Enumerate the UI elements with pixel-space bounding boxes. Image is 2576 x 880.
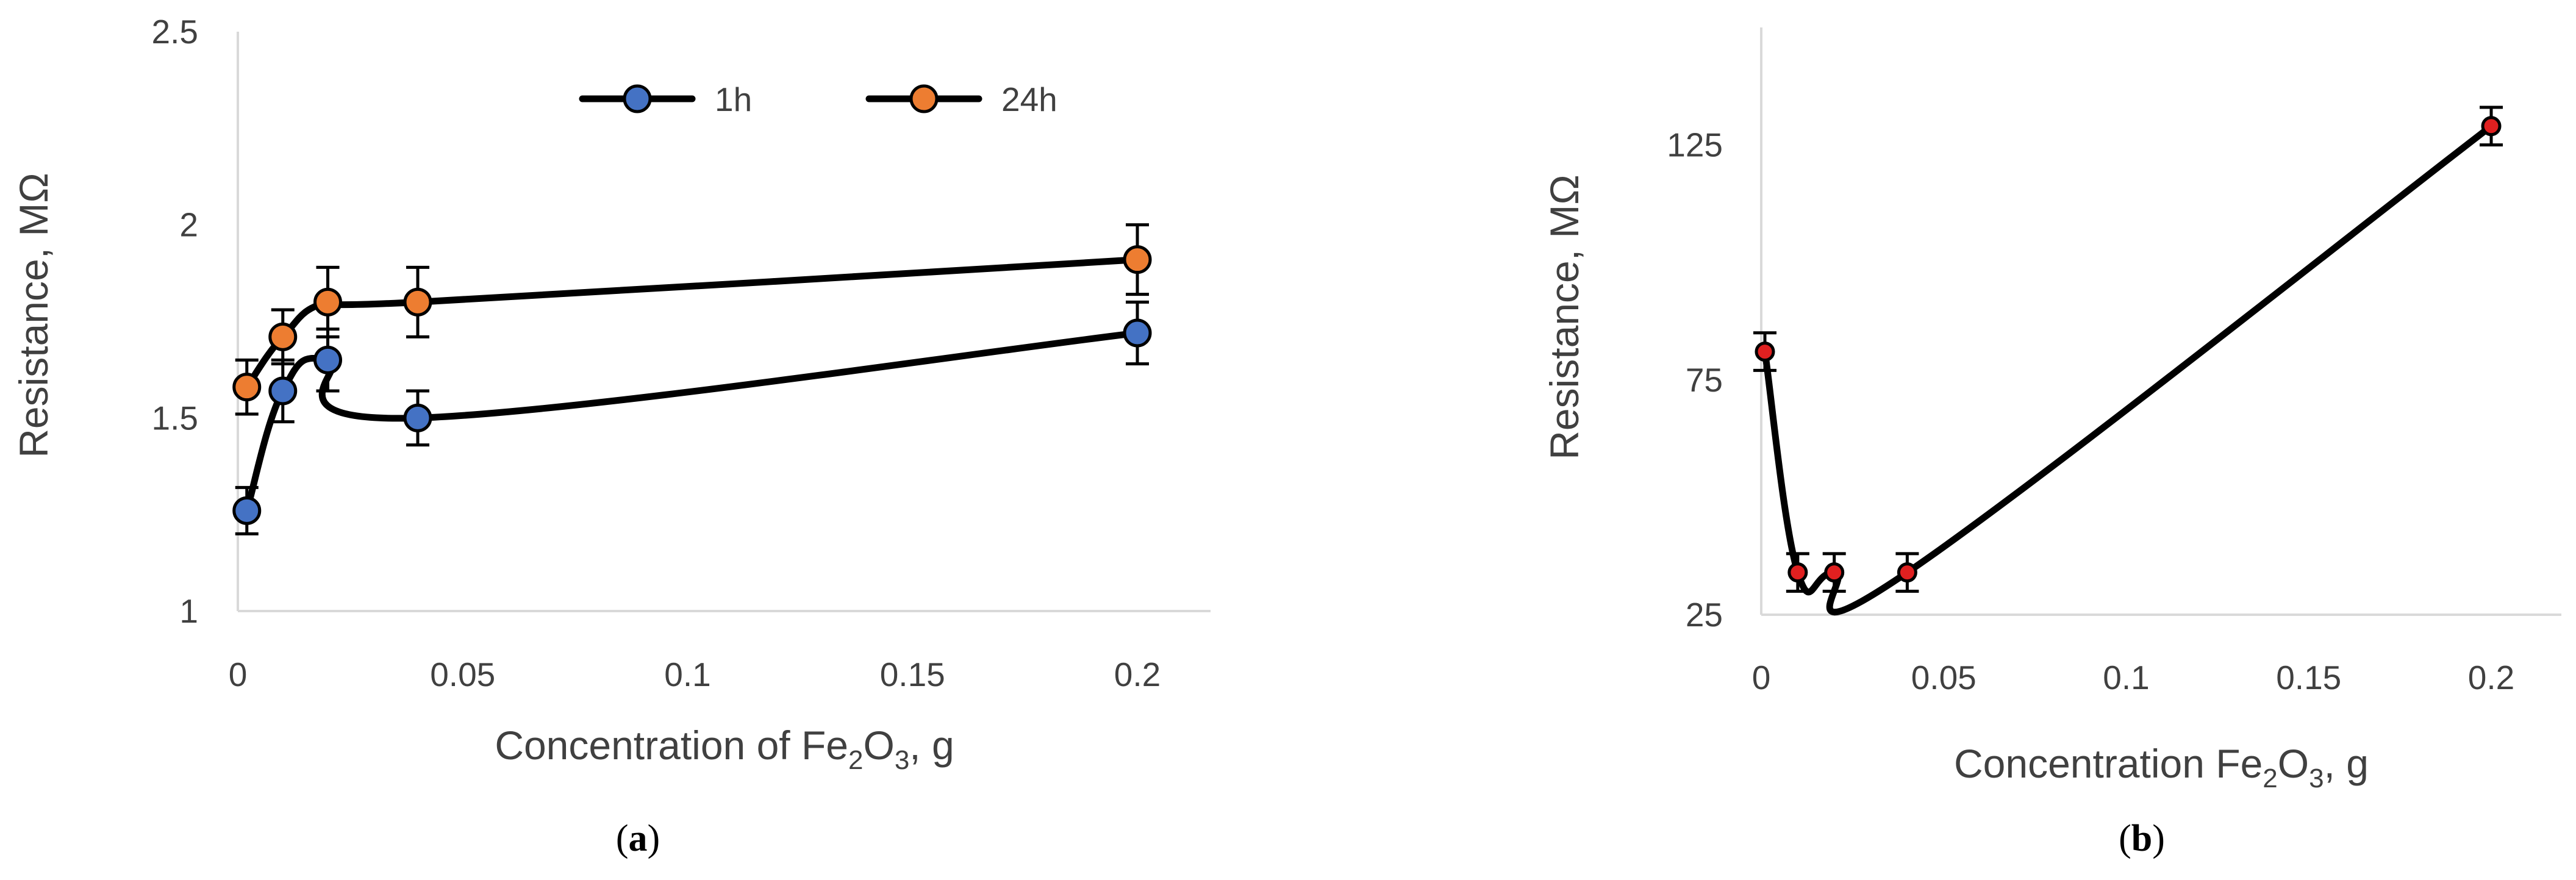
data-point [313,287,342,317]
series-line [243,256,1141,391]
y-tick-label: 125 [1667,126,1723,164]
error-bars-a [235,223,1149,535]
x-tick-labels-a: 0 0.05 0.1 0.15 0.2 [229,656,1161,693]
x-tick-label: 0.15 [880,656,945,693]
data-points-b [1755,116,2502,583]
y-tick-label: 75 [1686,361,1723,399]
y-tick-label: 25 [1686,596,1723,634]
series-line-b [1761,123,2495,616]
data-point [268,322,298,351]
series-lines-a [243,256,1141,514]
x-tick-label: 0.2 [1114,656,1161,693]
legend-marker-1h [623,84,652,113]
x-tick-labels-b: 0 0.05 0.1 0.15 0.2 [1752,659,2515,696]
y-tick-label: 2.5 [152,13,198,51]
data-point [2481,116,2502,137]
x-tick-label: 0.1 [664,656,710,693]
chart-panel-b: 25 75 125 0 0.05 0.1 0.15 0.2 Resistance, MΩ C… [1542,27,2561,859]
y-tick-label: 2 [179,206,198,244]
x-axis-title-b: Concentration Fe2O3, g [1954,741,2369,793]
legend-label-1h: 1h [715,80,752,118]
legend-a: 1h 24h [579,80,1057,118]
caption-a: (a) [616,818,660,859]
data-point [1824,562,1845,583]
data-point [1123,245,1152,274]
series-line [243,329,1141,514]
data-point [1897,562,1917,583]
series-line [1761,123,2495,616]
x-tick-label: 0.2 [2468,659,2514,696]
data-points-a [232,245,1152,525]
data-point [403,403,432,432]
legend-label-24h: 24h [1001,80,1057,118]
x-tick-label: 0.15 [2276,659,2341,696]
data-point [232,496,262,525]
legend-marker-24h [909,84,939,113]
data-point [232,373,262,402]
data-point [313,345,342,374]
y-tick-labels-b: 25 75 125 [1667,126,1723,634]
x-tick-label: 0 [1752,659,1771,696]
y-axis-title-a: Resistance, MΩ [11,173,56,457]
y-tick-label: 1 [179,592,198,630]
data-point [1787,562,1808,583]
x-tick-label: 0.1 [2103,659,2149,696]
data-point [1123,318,1152,348]
y-axis-title-b: Resistance, MΩ [1542,174,1587,459]
error-bars-b [1753,106,2503,593]
data-point [403,287,432,317]
data-point [268,376,298,406]
data-point [1755,342,1775,362]
x-axis-title-a: Concentration of Fe2O3, g [495,723,954,775]
x-tick-label: 0.05 [1911,659,1977,696]
caption-b: (b) [2119,818,2165,859]
x-tick-label: 0 [229,656,248,693]
y-tick-label: 1.5 [152,399,198,437]
x-tick-label: 0.05 [430,656,495,693]
y-tick-labels-a: 1 1.5 2 2.5 [152,13,198,630]
chart-panel-a: 1 1.5 2 2.5 0 0.05 0.1 0.15 0.2 1h 24h Resistan… [11,13,1211,859]
